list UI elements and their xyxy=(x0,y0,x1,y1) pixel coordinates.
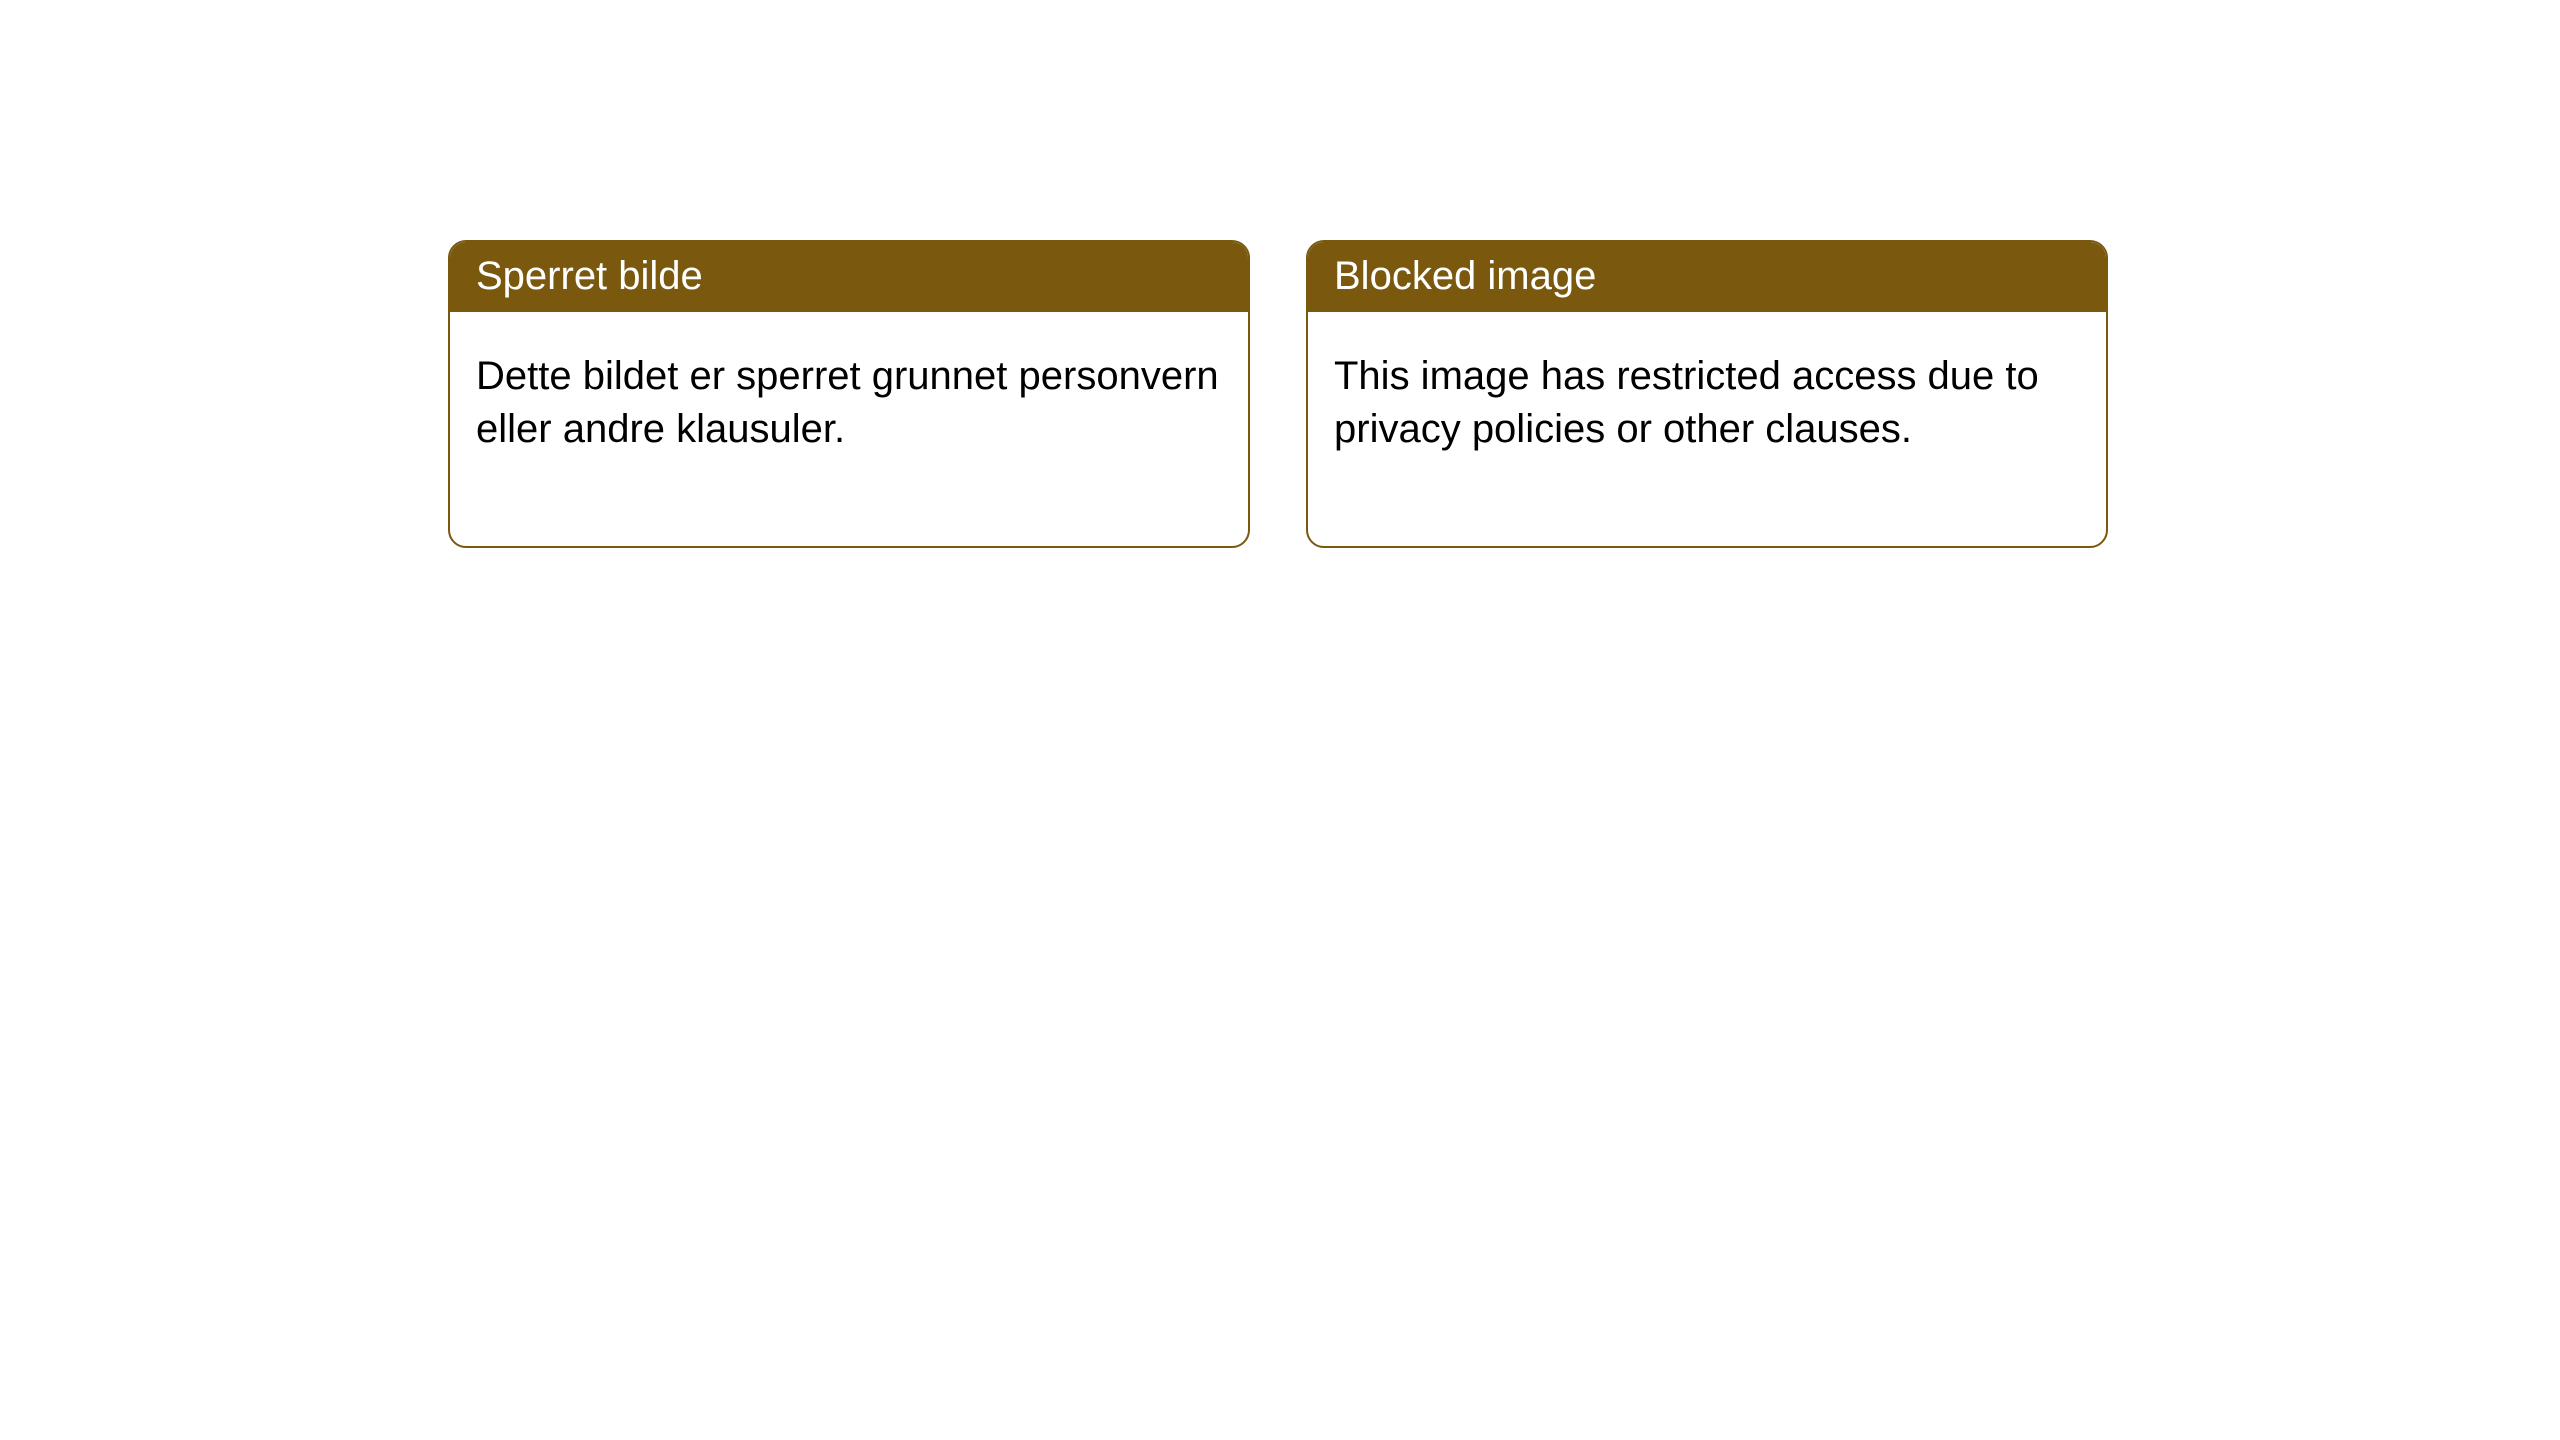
notice-body-no: Dette bildet er sperret grunnet personve… xyxy=(450,312,1248,546)
notice-container: Sperret bilde Dette bildet er sperret gr… xyxy=(0,0,2560,548)
notice-body-en: This image has restricted access due to … xyxy=(1308,312,2106,546)
notice-card-no: Sperret bilde Dette bildet er sperret gr… xyxy=(448,240,1250,548)
notice-header-en: Blocked image xyxy=(1308,242,2106,312)
notice-header-no: Sperret bilde xyxy=(450,242,1248,312)
notice-card-en: Blocked image This image has restricted … xyxy=(1306,240,2108,548)
